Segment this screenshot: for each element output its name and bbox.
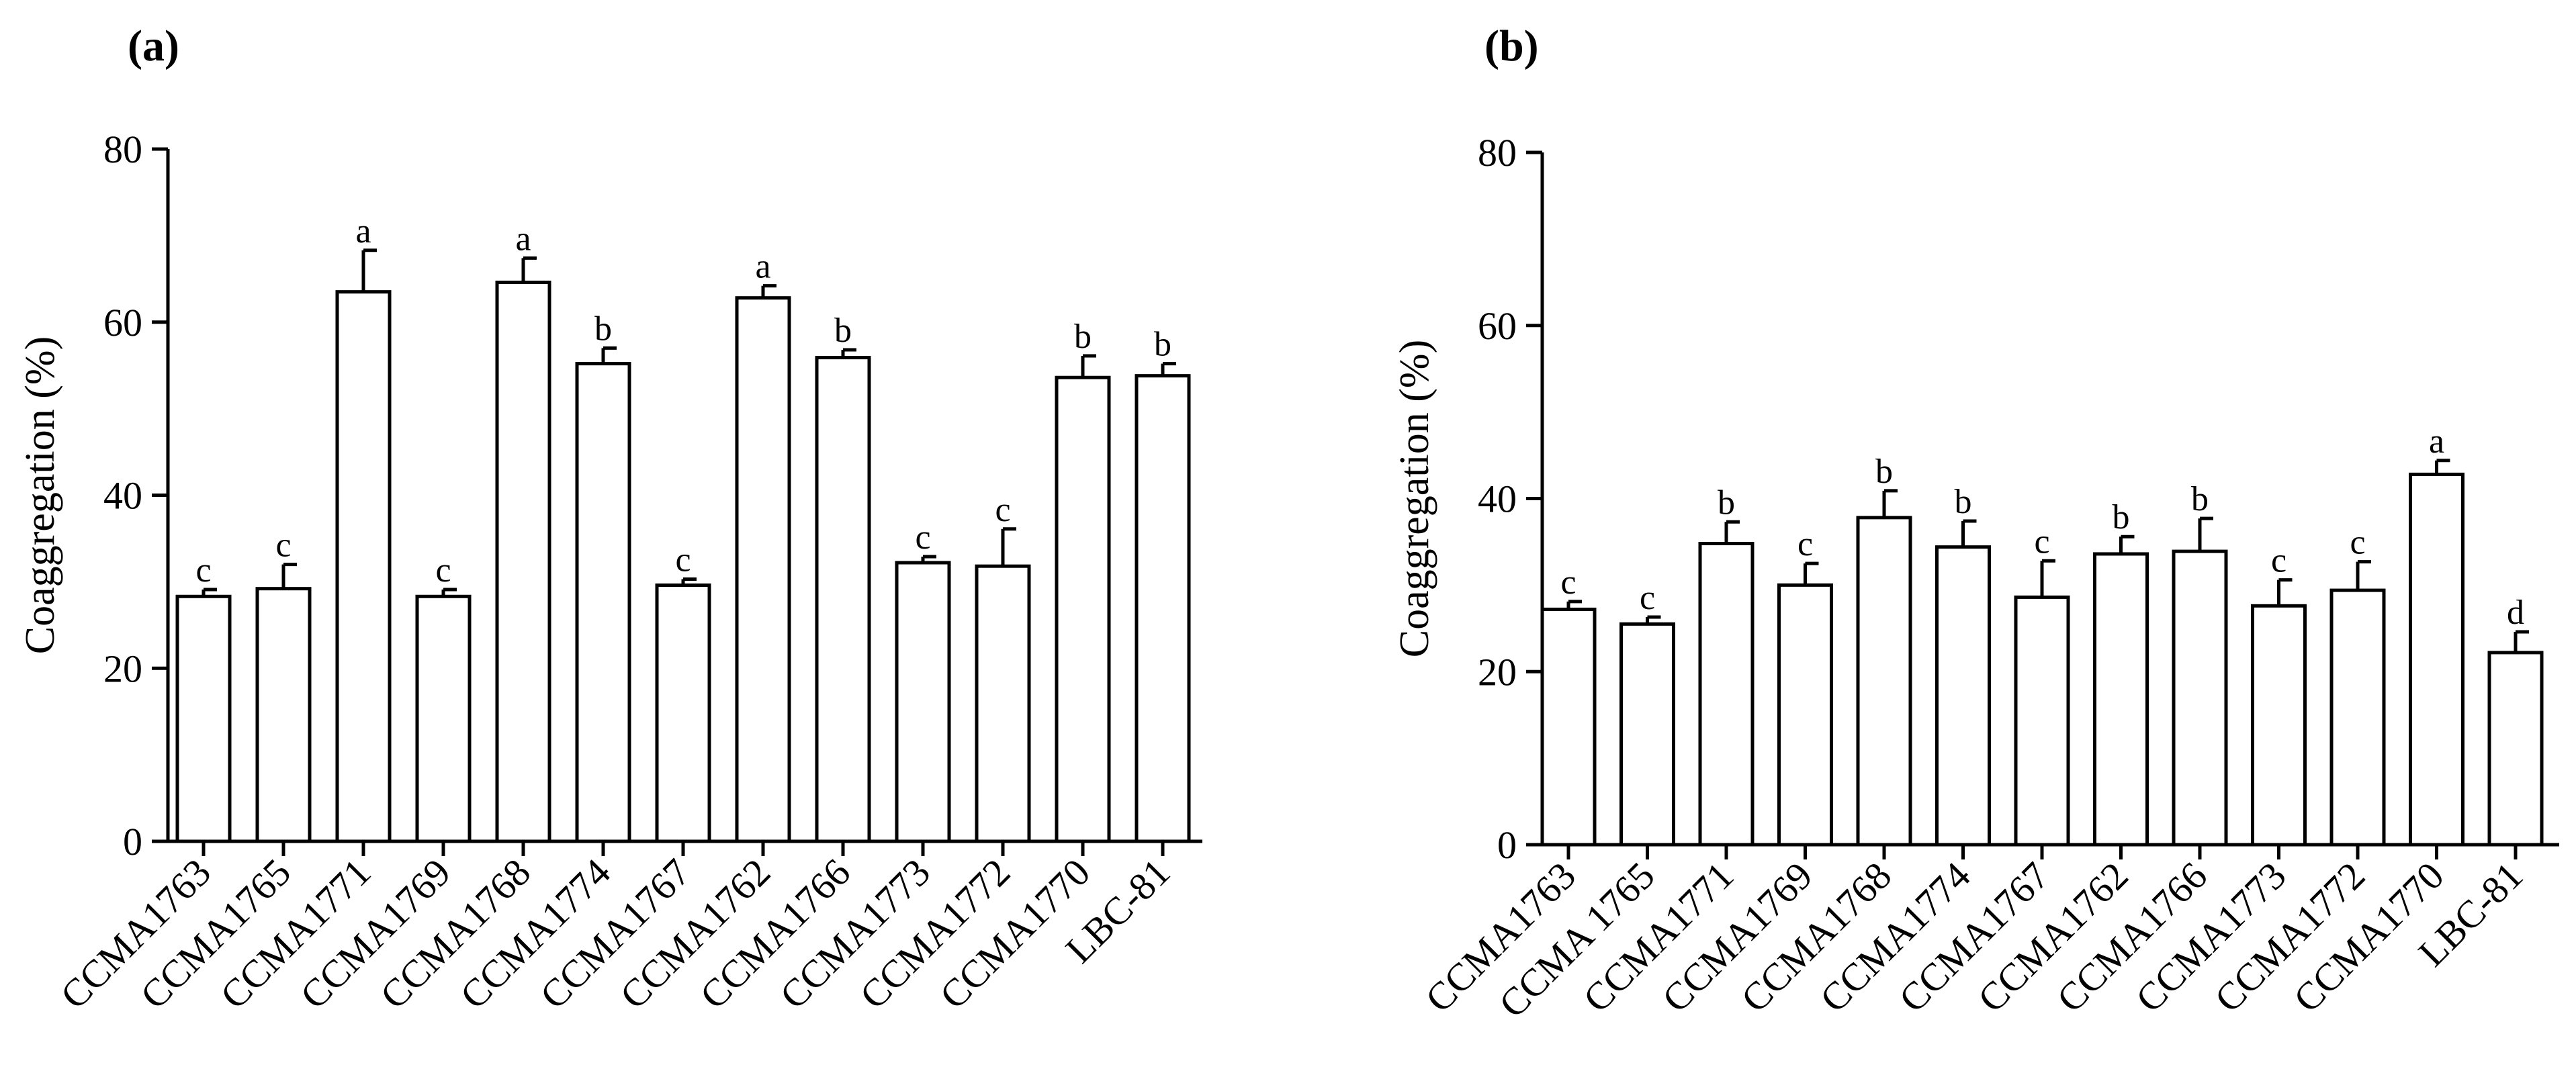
panel-b-y-tick-label: 60 — [1478, 304, 1517, 348]
panel-b-bar-ccma1766 — [2172, 549, 2228, 847]
panel-b-sig-letter: d — [2507, 594, 2524, 632]
panel-a-sig-letter: a — [755, 248, 770, 286]
panel-a-bar-ccma1769 — [415, 594, 472, 843]
panel-b-sig-letter: b — [1955, 483, 1972, 521]
panel-a-sig-letter: c — [995, 491, 1010, 529]
panel-b-bar-ccma1769 — [1777, 583, 1833, 847]
panel-b-bar-ccma1768 — [1856, 516, 1912, 847]
panel-a-bar-ccma1763 — [175, 594, 232, 843]
panel-a-bar-ccma1771 — [335, 290, 392, 843]
panel-b-bar-ccma1762 — [2093, 552, 2149, 847]
panel-a-sig-letter: b — [594, 310, 612, 348]
panel-a-y-axis-title: Coaggregation (%) — [17, 336, 63, 654]
panel-b-bar-ccma1773 — [2251, 604, 2307, 847]
panel-b-bar-ccma1772 — [2329, 588, 2386, 847]
panel-a-sig-letter: c — [275, 526, 291, 565]
panel-b-label: (b) — [1484, 21, 1539, 71]
panel-a-y-tick-label: 80 — [103, 128, 142, 171]
panel-a-y-tick-label: 20 — [103, 647, 142, 690]
panel-b-y-tick-label: 20 — [1478, 650, 1517, 694]
panel-a-sig-letter: a — [355, 212, 371, 250]
panel-b-bar-ccma1765 — [1619, 622, 1675, 847]
panel-b-sig-letter: c — [2271, 542, 2286, 580]
panel-a-bar-ccma1773 — [895, 561, 951, 843]
panel-b-bar-ccma1770 — [2409, 472, 2464, 847]
panel-a-bar-ccma1765 — [255, 587, 312, 843]
panel-a-bar-ccma1768 — [495, 280, 551, 843]
panel-b-y-tick-label: 0 — [1497, 823, 1517, 867]
panel-b-sig-letter: b — [1718, 483, 1735, 522]
panel-b-sig-letter: c — [1560, 563, 1576, 602]
panel-a-y-tick-label: 60 — [103, 301, 142, 344]
panel-b-bar-ccma1763 — [1540, 607, 1597, 847]
panel-b-sig-letter: c — [1640, 579, 1655, 617]
panel-b-y-tick-label: 40 — [1478, 477, 1517, 521]
panel-b-bar-ccma1767 — [2014, 595, 2070, 847]
panel-b-y-axis-title: Coaggregation (%) — [1392, 340, 1437, 657]
panel-a-sig-letter: c — [435, 551, 451, 590]
panel-b-sig-letter: c — [1797, 525, 1813, 563]
panel-a-sig-letter: c — [915, 518, 930, 557]
panel-a-label: (a) — [128, 21, 179, 71]
panel-a-bar-ccma1762 — [735, 296, 791, 843]
panel-b-y-tick-label: 80 — [1478, 131, 1517, 175]
panel-a-sig-letter: b — [834, 312, 852, 350]
panel-b-sig-letter: b — [2113, 498, 2130, 536]
panel-b-bar-ccma1774 — [1935, 545, 1991, 847]
panel-b-sig-letter: b — [1875, 453, 1893, 491]
panel-a-bar-lbc-81 — [1135, 374, 1191, 843]
panel-a-bar-ccma1766 — [815, 356, 871, 843]
panel-a-y-tick-label: 0 — [123, 820, 142, 863]
panel-a-bar-ccma1767 — [655, 583, 711, 843]
panel-a-bar-ccma1772 — [975, 564, 1031, 843]
panel-a-sig-letter: c — [675, 541, 691, 579]
panel-b-sig-letter: a — [2429, 422, 2444, 461]
panel-a-y-tick-label: 40 — [103, 474, 142, 518]
panel-a-bar-ccma1770 — [1055, 375, 1111, 843]
panel-a-sig-letter: b — [1074, 318, 1092, 356]
panel-b-sig-letter: b — [2191, 480, 2209, 518]
panel-b-bar-ccma1771 — [1698, 542, 1755, 847]
panel-a-bar-ccma1774 — [575, 362, 631, 843]
panel-b-bar-lbc-81 — [2487, 651, 2544, 847]
panel-a-sig-letter: c — [195, 551, 211, 590]
panel-a-sig-letter: a — [515, 220, 531, 258]
panel-b-sig-letter: c — [2034, 522, 2049, 561]
panel-a-sig-letter: b — [1154, 326, 1171, 364]
panel-b-sig-letter: c — [2350, 524, 2365, 562]
